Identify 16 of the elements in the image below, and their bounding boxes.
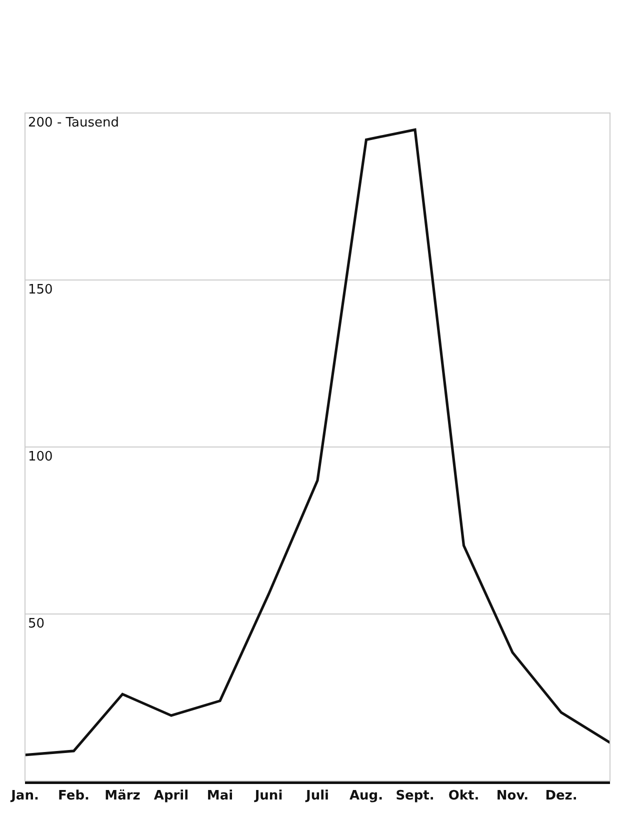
- y-tick-label: 50: [28, 616, 45, 632]
- x-tick-label: Juli: [304, 788, 330, 804]
- x-tick-label: Nov.: [496, 788, 529, 804]
- y-tick-label: 150: [28, 282, 53, 298]
- x-tick-label: Sept.: [396, 788, 434, 804]
- x-tick-label: Dez.: [545, 788, 578, 804]
- x-tick-label: April: [154, 788, 189, 804]
- x-tick-label: Juni: [254, 788, 283, 804]
- y-tick-label: 200 - Tausend: [28, 116, 120, 131]
- x-tick-label: März: [104, 788, 140, 804]
- x-tick-label: Jan.: [10, 788, 39, 804]
- x-tick-label: Feb.: [58, 788, 90, 804]
- x-tick-label: Okt.: [448, 788, 480, 804]
- x-tick-label: Aug.: [349, 788, 384, 804]
- x-tick-label: Mai: [206, 788, 234, 804]
- y-tick-label: 100: [28, 450, 53, 465]
